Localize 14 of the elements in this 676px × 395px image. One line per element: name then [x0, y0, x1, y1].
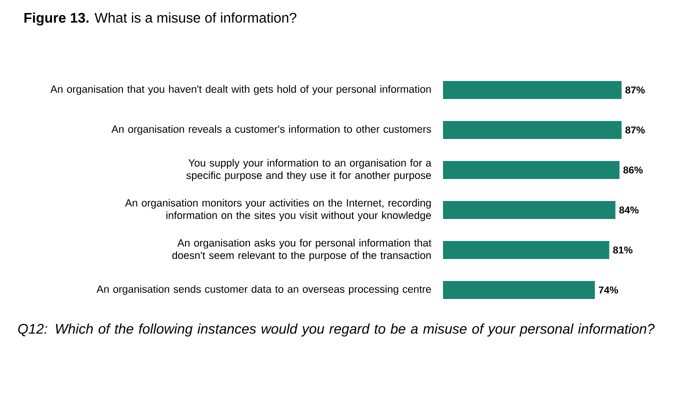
data-label: 74% — [598, 286, 618, 294]
y-tick-label: An organisation sends customer data to an overseas processing centre — [96, 285, 431, 295]
text: Q12: Which of the following instances would you regard to be a misuse of your personal information? — [18, 324, 655, 337]
y-tick-label: An organisation reveals a customer's information to other customers — [111, 125, 432, 135]
y-tick-label: An organisation asks you for personal information that doesn't seem relevant to the purpose of the transaction — [172, 238, 432, 262]
data-label: 86% — [623, 166, 643, 174]
data-label: 84% — [619, 206, 639, 214]
text: Figure 13. What is a misuse of information? — [24, 12, 296, 26]
data-label: 81% — [613, 246, 632, 254]
data-label: 87% — [625, 126, 645, 134]
y-tick-label: An organisation monitors your activities on the Internet, recording information on the sites you visit without your knowledge — [125, 198, 431, 222]
data-label: 87% — [625, 86, 645, 94]
y-tick-label: You supply your information to an organisation for a specific purpose and they use it for another purpose — [186, 158, 432, 182]
y-tick-label: An organisation that you haven't dealt with gets hold of your personal information — [50, 85, 431, 95]
